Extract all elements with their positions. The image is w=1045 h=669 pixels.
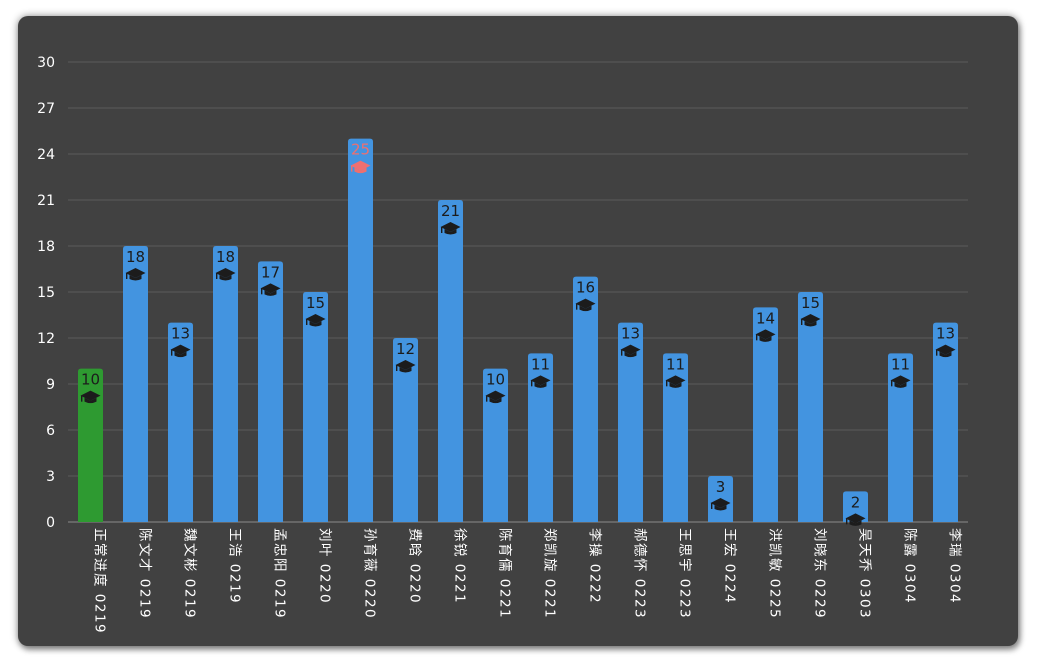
bar [123,246,148,522]
data-label: 11 [891,355,910,373]
bar [303,292,328,522]
graduation-cap-icon [800,314,821,327]
y-tick-label: 12 [37,331,55,347]
bar [258,261,283,522]
bar [393,338,418,522]
data-label: 15 [801,294,820,312]
graduation-cap-icon [485,390,506,404]
data-label: 18 [126,248,145,266]
bar [528,353,553,522]
bar [573,276,598,522]
bar [618,322,643,522]
graduation-cap-icon [665,375,686,388]
data-label: 13 [171,325,190,343]
data-label: 16 [576,279,595,297]
data-label: 11 [531,355,550,373]
graduation-cap-icon [845,513,866,526]
bar [483,368,508,522]
y-tick-label: 0 [46,515,55,531]
y-tick-label: 9 [46,377,55,393]
x-tick-label: 刘晓东 0229 [812,528,828,619]
graduation-cap-icon [935,344,956,358]
x-tick-label: 李操 0222 [587,528,603,604]
x-tick-label: 陈育儒 0221 [497,528,514,619]
graduation-cap-icon [260,283,281,296]
bar [78,368,103,522]
x-tick-label: 魏文彬 0219 [182,528,198,619]
x-tick-label: 孟忠阳 0219 [272,528,288,619]
data-label: 21 [441,202,460,220]
graduation-cap-icon [305,314,326,327]
x-tick-label: 孙育薇 0220 [362,528,378,619]
bar [753,307,778,522]
bar [213,246,238,522]
graduation-cap-icon [350,160,371,174]
y-tick-label: 6 [46,423,55,439]
data-label: 12 [396,340,415,358]
x-tick-label: 王宏 0224 [722,528,738,604]
y-tick-label: 18 [37,239,55,255]
bar [888,353,913,522]
y-tick-label: 27 [37,101,55,117]
bar [843,491,868,522]
bar [438,200,463,522]
graduation-cap-icon [80,390,101,404]
graduation-cap-icon [125,268,146,281]
x-tick-label: 陈文才 0219 [137,528,154,619]
x-tick-label: 费晗 0220 [407,528,424,604]
graduation-cap-icon [575,298,596,312]
data-label: 10 [486,371,505,389]
bar [348,138,373,522]
graduation-cap-icon [755,329,776,342]
data-label: 14 [756,309,775,327]
data-label: 13 [936,325,955,343]
graduation-cap-icon [530,375,551,388]
graduation-cap-icon [620,344,641,358]
data-label: 11 [666,355,685,373]
y-tick-label: 15 [37,285,55,301]
x-tick-label: 郝德怀 0223 [632,528,648,619]
data-label: 13 [621,325,640,343]
x-tick-label: 王浩 0219 [227,528,243,604]
bar [663,353,688,522]
data-label: 18 [216,248,235,266]
x-tick-label: 洪凯敏 0225 [767,528,783,619]
graduation-cap-icon [440,222,461,235]
y-tick-label: 21 [37,193,55,209]
y-tick-label: 24 [37,147,55,163]
data-label: 17 [261,263,280,281]
y-tick-label: 30 [37,55,55,71]
data-label: 10 [81,371,100,389]
data-label: 25 [351,141,370,159]
x-tick-label: 郑凯旋 0221 [542,528,558,619]
graduation-cap-icon [170,344,191,358]
x-tick-label: 王思宇 0223 [677,528,693,619]
graduation-cap-icon [710,498,731,511]
x-tick-label: 刘叶 0220 [317,528,333,604]
bar [933,322,958,522]
x-tick-label: 李瑞 0304 [947,528,963,604]
graduation-cap-icon [215,268,236,281]
data-label: 2 [851,493,861,511]
x-tick-label: 徐锐 0221 [452,528,468,604]
bar [798,292,823,522]
y-tick-label: 3 [46,469,55,485]
graduation-cap-icon [890,375,911,388]
bar [168,322,193,522]
data-label: 15 [306,294,325,312]
x-tick-label: 吴天乔 0303 [857,528,873,619]
x-tick-label: 正常进度 0219 [92,528,108,634]
x-tick-label: 陈露 0304 [902,528,919,604]
data-label: 3 [716,478,726,496]
graduation-cap-icon [395,360,416,373]
